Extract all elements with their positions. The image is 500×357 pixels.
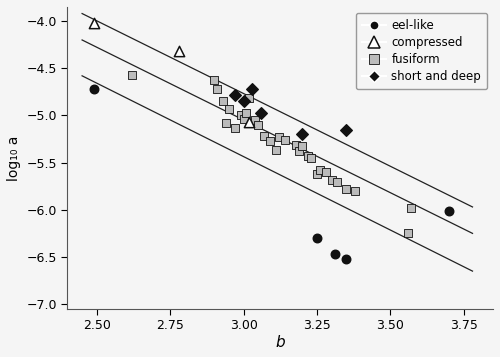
Point xyxy=(225,106,233,112)
Point xyxy=(236,112,244,118)
Point xyxy=(128,72,136,78)
Point xyxy=(240,116,248,122)
Point xyxy=(257,110,265,115)
Point xyxy=(342,186,350,192)
Point xyxy=(342,256,350,262)
Point xyxy=(219,99,227,104)
Point xyxy=(296,149,304,154)
Point xyxy=(254,122,262,128)
Legend: eel-like, compressed, fusiform, short and deep: eel-like, compressed, fusiform, short an… xyxy=(356,13,487,89)
Point xyxy=(242,110,250,115)
Point xyxy=(407,205,415,211)
Point xyxy=(275,134,283,140)
Point xyxy=(230,92,238,97)
Point xyxy=(230,125,238,131)
Point xyxy=(280,137,288,143)
Point xyxy=(330,251,338,257)
Point xyxy=(313,171,321,177)
Point xyxy=(328,177,336,182)
Point xyxy=(213,86,221,92)
Point xyxy=(248,86,256,92)
Point xyxy=(272,147,280,153)
Point xyxy=(316,167,324,173)
Point xyxy=(175,49,183,54)
Point xyxy=(222,120,230,126)
Point xyxy=(298,131,306,137)
Point xyxy=(266,138,274,144)
Point xyxy=(445,208,453,213)
Point xyxy=(246,96,254,101)
Point xyxy=(252,117,260,123)
Point xyxy=(322,169,330,175)
Point xyxy=(351,188,359,194)
Point xyxy=(298,143,306,149)
Point xyxy=(260,134,268,139)
Point xyxy=(304,153,312,159)
Point xyxy=(90,86,98,92)
Point xyxy=(342,127,350,132)
Point xyxy=(240,99,248,104)
Point xyxy=(246,119,254,125)
Point xyxy=(404,231,412,236)
Point xyxy=(210,77,218,82)
Point xyxy=(90,20,98,26)
X-axis label: b: b xyxy=(276,335,285,350)
Point xyxy=(313,235,321,241)
Point xyxy=(292,142,300,147)
Point xyxy=(307,155,315,161)
Y-axis label: log₁₀ a: log₁₀ a xyxy=(7,135,21,181)
Point xyxy=(334,180,342,185)
